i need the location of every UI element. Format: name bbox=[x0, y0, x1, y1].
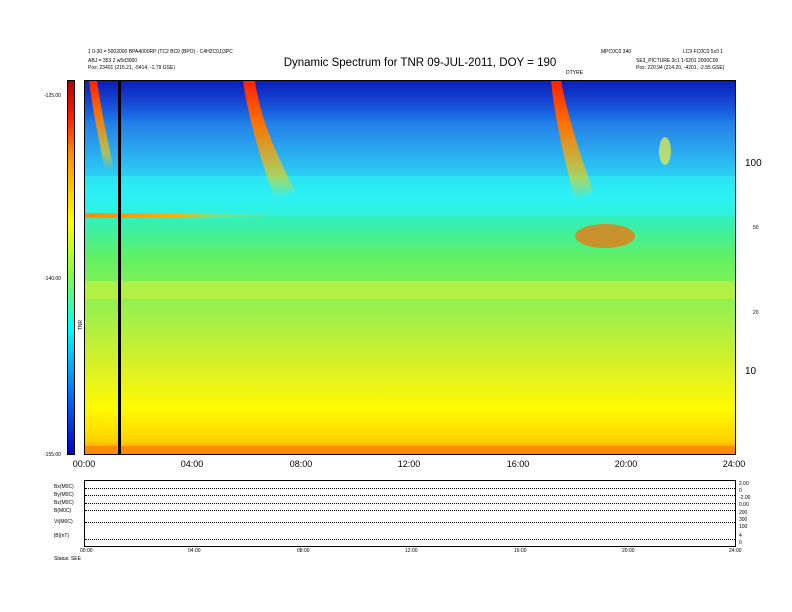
lower-time-tick-1: 04:00 bbox=[188, 548, 201, 554]
row-label-b: B(M0C) bbox=[54, 508, 72, 514]
lower-time-tick-6: 24:00 bbox=[729, 548, 742, 554]
time-tick-4: 16:00 bbox=[506, 459, 530, 469]
header-left-line3: Pos: 23401 (215.21, -5414, -1.79 GSE) bbox=[88, 65, 175, 71]
bottom-band bbox=[85, 446, 735, 454]
status-footer: Status: SEE bbox=[54, 556, 81, 562]
lower-time-tick-4: 16:00 bbox=[514, 548, 527, 554]
lower-time-tick-5: 20:00 bbox=[622, 548, 635, 554]
time-tick-2: 08:00 bbox=[289, 459, 313, 469]
plasma-line bbox=[85, 213, 735, 218]
right-scale-2: -2.00 bbox=[739, 495, 751, 501]
above-plot-mark: DTYRE bbox=[566, 70, 583, 76]
right-scale-4: 200 bbox=[739, 510, 748, 516]
trace-bmag bbox=[85, 539, 735, 540]
colorbar-tick-top: -125.00 bbox=[44, 93, 61, 99]
right-scale-5: 300 bbox=[739, 517, 748, 523]
lower-time-tick-0: 00:00 bbox=[80, 548, 93, 554]
time-tick-3: 12:00 bbox=[397, 459, 421, 469]
chart-title: Dynamic Spectrum for TNR 09-JUL-2011, DO… bbox=[283, 57, 557, 69]
colorbar-tick-bottom: -155.00 bbox=[44, 452, 61, 458]
burst-4 bbox=[659, 137, 671, 165]
time-tick-0: 00:00 bbox=[72, 459, 96, 469]
lower-time-tick-2: 08:00 bbox=[297, 548, 310, 554]
freq-tick-10: 10 bbox=[745, 366, 757, 377]
row-label-bmag: |B|(nT) bbox=[54, 533, 70, 539]
trace-bz bbox=[85, 503, 735, 504]
trace-bx bbox=[85, 488, 735, 489]
burst-3 bbox=[551, 81, 593, 201]
time-tick-5: 20:00 bbox=[614, 459, 638, 469]
freq-tick-100: 100 bbox=[745, 158, 762, 169]
burst-overlay bbox=[89, 81, 671, 248]
freq-tick-50: 50 bbox=[753, 225, 759, 231]
time-tick-6: 24:00 bbox=[722, 459, 746, 469]
right-scale-3: 0.00 bbox=[739, 502, 749, 508]
trace-by bbox=[85, 495, 735, 496]
freq-tick-20: 20 bbox=[753, 310, 759, 316]
row-label-bx: Bx(M0C) bbox=[54, 484, 74, 490]
spectrogram-plot bbox=[84, 80, 736, 455]
burst-1 bbox=[89, 81, 113, 171]
header-left-line1: 1 0-30 = 5002000 BPA4000RP (TC2 BC0 (BPO… bbox=[88, 49, 233, 55]
row-label-bz: Bz(M0C) bbox=[54, 500, 74, 506]
colorbar bbox=[67, 80, 75, 455]
row-label-vt: Vt(M0C) bbox=[54, 519, 73, 525]
header-right-line4: Pos: 220.94 (214.20, -4201, -2.55 GSE) bbox=[636, 65, 725, 71]
header-right-line1: MPC0C0 340 bbox=[601, 49, 632, 55]
burst-3-blob bbox=[575, 224, 635, 248]
magnetometer-panel bbox=[84, 480, 736, 547]
time-marker-line bbox=[118, 81, 121, 454]
yellow-trace-band bbox=[85, 281, 735, 299]
trace-vt bbox=[85, 522, 735, 523]
trace-b bbox=[85, 510, 735, 511]
time-tick-1: 04:00 bbox=[180, 459, 204, 469]
right-scale-1: 0 bbox=[739, 488, 742, 494]
row-label-by: By(M0C) bbox=[54, 492, 74, 498]
cyan-band bbox=[85, 176, 735, 216]
burst-2 bbox=[243, 81, 295, 199]
header-right-line2: LC9 FC0C0 5c0 1 bbox=[683, 49, 724, 55]
colorbar-tick-mid: -140.00 bbox=[44, 276, 61, 282]
right-scale-8: 0 bbox=[739, 540, 742, 546]
right-scale-0: 2.00 bbox=[739, 481, 749, 487]
right-scale-6: 100 bbox=[739, 524, 748, 530]
right-scale-7: 4 bbox=[739, 533, 742, 539]
header-left-line2: ABJ = 353 2 w5d3000 bbox=[88, 58, 138, 64]
high-freq-band bbox=[85, 81, 735, 121]
header-right-line3: SE3_PICTURE 3c1 1-5201 2000C00 bbox=[636, 58, 719, 64]
lower-time-tick-3: 12:00 bbox=[405, 548, 418, 554]
